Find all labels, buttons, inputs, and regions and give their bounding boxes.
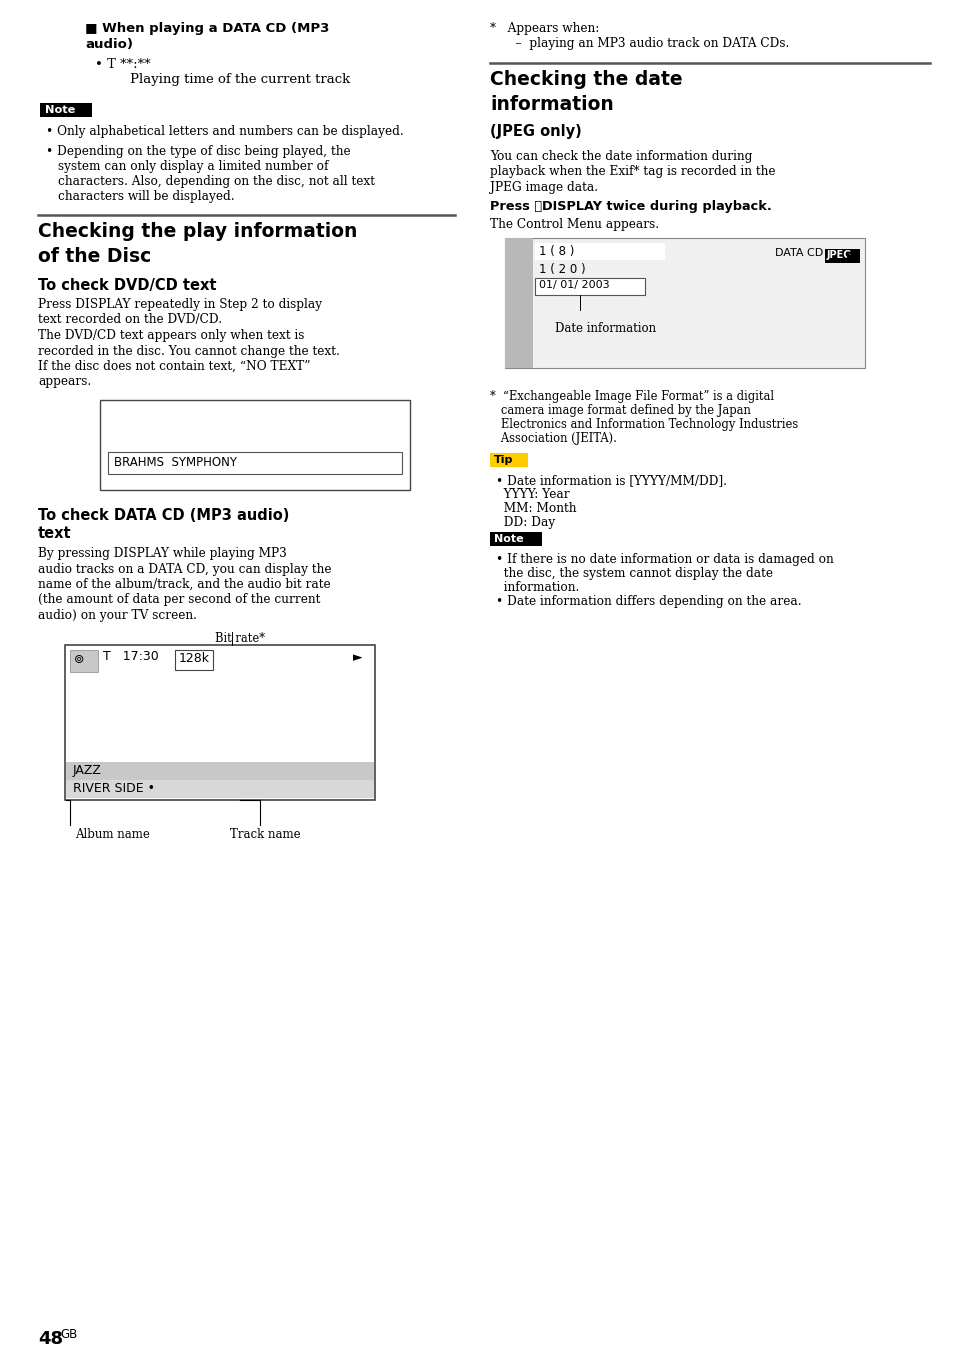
Text: RIVER SIDE •: RIVER SIDE •: [73, 781, 154, 795]
Text: T   17:30: T 17:30: [103, 650, 158, 662]
Text: audio): audio): [85, 38, 132, 51]
Text: To check DATA CD (MP3 audio): To check DATA CD (MP3 audio): [38, 508, 289, 523]
Text: audio tracks on a DATA CD, you can display the: audio tracks on a DATA CD, you can displ…: [38, 562, 331, 576]
Text: Note: Note: [494, 534, 523, 544]
Text: • T **:**: • T **:**: [95, 58, 151, 72]
Text: playback when the Exif* tag is recorded in the: playback when the Exif* tag is recorded …: [490, 165, 775, 178]
Text: (JPEG only): (JPEG only): [490, 124, 581, 139]
Text: Electronics and Information Technology Industries: Electronics and Information Technology I…: [490, 418, 798, 431]
Text: the disc, the system cannot display the date: the disc, the system cannot display the …: [496, 566, 772, 580]
Text: JAZZ: JAZZ: [73, 764, 102, 777]
Bar: [504, 238, 864, 368]
Bar: [70, 650, 98, 672]
Text: recorded in the disc. You cannot change the text.: recorded in the disc. You cannot change …: [38, 345, 339, 357]
Bar: [66, 780, 374, 798]
Text: characters. Also, depending on the disc, not all text: characters. Also, depending on the disc,…: [58, 174, 375, 188]
Text: Press ⌹: Press ⌹: [490, 200, 546, 214]
Bar: [65, 645, 375, 800]
Text: 1 ( 8 ): 1 ( 8 ): [538, 245, 574, 258]
Bar: [40, 103, 91, 118]
Text: BRAHMS  SYMPHONY: BRAHMS SYMPHONY: [113, 456, 236, 469]
Text: DD: Day: DD: Day: [496, 516, 555, 529]
Text: –  playing an MP3 audio track on DATA CDs.: – playing an MP3 audio track on DATA CDs…: [499, 37, 788, 50]
Text: Playing time of the current track: Playing time of the current track: [130, 73, 350, 87]
Bar: [174, 650, 213, 671]
Text: ►: ►: [353, 652, 362, 664]
Text: ►: ►: [846, 250, 856, 264]
Text: JPEG: JPEG: [826, 250, 851, 260]
Text: of the Disc: of the Disc: [38, 247, 152, 266]
Bar: [535, 243, 664, 260]
Text: 128k: 128k: [179, 652, 210, 665]
Text: Tip: Tip: [494, 456, 513, 465]
Text: Press DISPLAY repeatedly in Step 2 to display: Press DISPLAY repeatedly in Step 2 to di…: [38, 297, 322, 311]
Text: *   Appears when:: * Appears when:: [490, 22, 598, 35]
Text: 01/ 01/ 2003: 01/ 01/ 2003: [538, 280, 609, 289]
Text: *  “Exchangeable Image File Format” is a digital: * “Exchangeable Image File Format” is a …: [490, 389, 773, 403]
Text: Checking the date: Checking the date: [490, 70, 682, 89]
Text: • Only alphabetical letters and numbers can be displayed.: • Only alphabetical letters and numbers …: [46, 124, 403, 138]
Text: Track name: Track name: [230, 827, 300, 841]
Text: 48: 48: [38, 1330, 63, 1348]
Text: To check DVD/CD text: To check DVD/CD text: [38, 279, 216, 293]
Text: system can only display a limited number of: system can only display a limited number…: [58, 160, 328, 173]
Text: Checking the play information: Checking the play information: [38, 222, 357, 241]
Text: name of the album/track, and the audio bit rate: name of the album/track, and the audio b…: [38, 579, 331, 591]
Text: ⊚: ⊚: [74, 653, 85, 667]
Text: By pressing DISPLAY while playing MP3: By pressing DISPLAY while playing MP3: [38, 548, 287, 560]
Bar: [490, 531, 541, 546]
Text: YYYY: Year: YYYY: Year: [496, 488, 569, 502]
Bar: [824, 249, 859, 264]
Text: text recorded on the DVD/CD.: text recorded on the DVD/CD.: [38, 314, 222, 326]
Text: ■ When playing a DATA CD (MP3: ■ When playing a DATA CD (MP3: [85, 22, 329, 35]
Text: information: information: [490, 95, 613, 114]
Text: 1 ( 2 0 ): 1 ( 2 0 ): [538, 264, 585, 276]
Text: audio) on your TV screen.: audio) on your TV screen.: [38, 608, 196, 622]
Text: information.: information.: [496, 581, 578, 594]
Text: The Control Menu appears.: The Control Menu appears.: [490, 218, 659, 231]
Text: GB: GB: [60, 1328, 77, 1341]
Text: Album name: Album name: [75, 827, 150, 841]
Text: • Date information is [YYYY/MM/DD].: • Date information is [YYYY/MM/DD].: [496, 475, 726, 487]
Text: Bit rate*: Bit rate*: [214, 631, 265, 645]
Bar: [490, 453, 527, 466]
Bar: [66, 763, 374, 780]
Text: appears.: appears.: [38, 376, 91, 388]
Text: • Date information differs depending on the area.: • Date information differs depending on …: [496, 595, 801, 608]
Text: You can check the date information during: You can check the date information durin…: [490, 150, 752, 164]
Text: DATA CD: DATA CD: [774, 247, 822, 258]
Text: JPEG image data.: JPEG image data.: [490, 181, 598, 193]
Text: MM: Month: MM: Month: [496, 502, 576, 515]
Bar: [535, 279, 644, 295]
Text: Date information: Date information: [555, 322, 656, 335]
Bar: [504, 238, 533, 368]
Text: Note: Note: [45, 105, 75, 115]
Text: camera image format defined by the Japan: camera image format defined by the Japan: [490, 404, 750, 416]
Text: (the amount of data per second of the current: (the amount of data per second of the cu…: [38, 594, 320, 607]
Text: Association (JEITA).: Association (JEITA).: [490, 433, 617, 445]
Text: • Depending on the type of disc being played, the: • Depending on the type of disc being pl…: [46, 145, 351, 158]
Text: • If there is no date information or data is damaged on: • If there is no date information or dat…: [496, 553, 833, 566]
Text: The DVD/CD text appears only when text is: The DVD/CD text appears only when text i…: [38, 329, 304, 342]
Text: characters will be displayed.: characters will be displayed.: [58, 191, 234, 203]
Bar: [100, 400, 410, 489]
Bar: [108, 452, 401, 475]
Text: If the disc does not contain text, “NO TEXT”: If the disc does not contain text, “NO T…: [38, 360, 310, 373]
Text: text: text: [38, 526, 71, 541]
Text: DISPLAY twice during playback.: DISPLAY twice during playback.: [541, 200, 771, 214]
